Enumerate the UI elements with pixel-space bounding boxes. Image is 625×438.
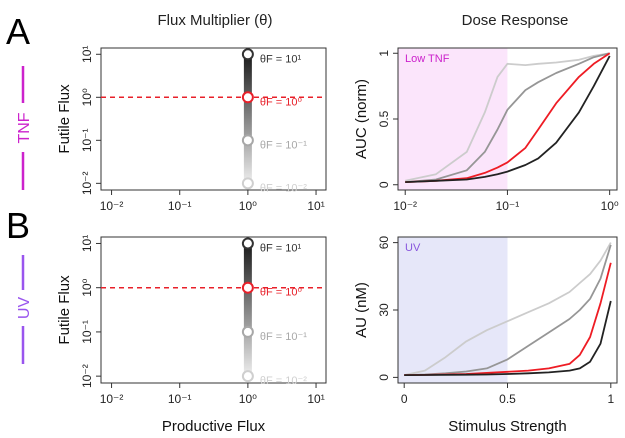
- point-label: θF = 10⁰: [260, 287, 303, 299]
- data-point: [241, 177, 254, 190]
- x-axis-label: Productive Flux: [162, 418, 266, 435]
- x-axis-label: Stimulus Strength: [448, 418, 566, 435]
- series-line-1: [404, 242, 612, 376]
- series-line-4: [405, 55, 611, 183]
- x-tick-label: 10⁻²: [100, 392, 124, 406]
- panel-b-flux: 10⁻² 10⁻¹ 10⁰ 10¹ 10⁻² 10⁻¹ 10⁰ 10¹ Futile Flux P…: [56, 235, 327, 435]
- point-label: θF = 10⁻¹: [260, 331, 307, 343]
- data-point: [241, 48, 254, 61]
- y-axis-label: AUC (norm): [353, 79, 370, 159]
- side-label-tnf: TNF: [16, 66, 33, 190]
- y-tick-label: 10⁰: [80, 88, 94, 106]
- y-tick-label: 30: [377, 303, 391, 317]
- data-point: [241, 325, 254, 338]
- point-label: θF = 10¹: [260, 53, 302, 65]
- series-line-2: [404, 244, 612, 376]
- gradient-column: [243, 243, 252, 377]
- data-point: [241, 281, 254, 294]
- y-tick-label: 0.5: [377, 110, 391, 127]
- x-tick-label: 10¹: [307, 199, 324, 213]
- panel-letter-b: B: [6, 205, 30, 246]
- y-tick-label: 60: [377, 236, 391, 250]
- y-axis-label: AU (nM): [353, 282, 370, 338]
- panel-b-dose: UV 0 0.5 1 0 30 60 AU (nM) Stimulus Strength: [353, 236, 618, 435]
- y-axis-label: Futile Flux: [56, 84, 73, 154]
- series-line-3: [405, 52, 611, 183]
- point-label: θF = 10⁻²: [260, 182, 307, 194]
- plot-frame: [100, 47, 327, 191]
- y-tick-label: 10⁻¹: [80, 320, 94, 344]
- series-line-1: [405, 52, 610, 182]
- side-label-tnf-text: TNF: [16, 112, 33, 143]
- point-label: θF = 10⁻²: [260, 375, 307, 387]
- y-tick-label: 10¹: [80, 46, 94, 63]
- x-tick-label: 0.5: [499, 392, 516, 406]
- point-label: θF = 10¹: [260, 242, 302, 254]
- shade-label: Low TNF: [405, 53, 450, 65]
- x-tick-label: 10⁻²: [100, 199, 124, 213]
- x-tick-label: 10⁻²: [393, 199, 417, 213]
- col-title-flux-multiplier: Flux Multiplier (θ): [157, 12, 272, 29]
- point-label: θF = 10⁰: [260, 96, 303, 108]
- y-tick-label: 0: [377, 374, 391, 381]
- y-tick-label: 10¹: [80, 235, 94, 252]
- panel-a-flux: 10⁻² 10⁻¹ 10⁰ 10¹ 10⁻² 10⁻¹ 10⁰ 10¹ Futile Flux θ…: [56, 46, 327, 213]
- series-line-2: [405, 52, 610, 183]
- x-tick-label: 10⁰: [239, 392, 257, 406]
- x-tick-label: 0: [401, 392, 408, 406]
- side-label-uv-text: UV: [16, 297, 33, 320]
- x-tick-label: 10¹: [307, 392, 324, 406]
- y-tick-label: 10⁻²: [80, 364, 94, 388]
- y-axis-label: Futile Flux: [56, 275, 73, 345]
- data-point: [241, 91, 254, 104]
- point-label: θF = 10⁻¹: [260, 139, 307, 151]
- y-tick-label: 10⁻²: [80, 171, 94, 195]
- side-label-uv: UV: [16, 255, 33, 364]
- gradient-column: [243, 54, 252, 184]
- y-tick-label: 10⁰: [80, 278, 94, 296]
- shade-region: [398, 48, 508, 190]
- y-tick-label: 1: [377, 50, 391, 57]
- panel-letter-a: A: [6, 11, 30, 52]
- y-tick-label: 0: [377, 181, 391, 188]
- y-tick-label: 10⁻¹: [80, 128, 94, 152]
- data-point: [241, 237, 254, 250]
- series-line-4: [404, 300, 612, 376]
- x-tick-label: 10⁻¹: [496, 199, 520, 213]
- x-tick-label: 10⁻¹: [168, 199, 192, 213]
- x-tick-label: 1: [607, 392, 614, 406]
- x-tick-label: 10⁻¹: [168, 392, 192, 406]
- x-tick-label: 10⁰: [239, 199, 257, 213]
- col-title-dose-response: Dose Response: [462, 12, 569, 29]
- data-point: [241, 134, 254, 147]
- x-tick-label: 10⁰: [601, 199, 619, 213]
- plot-frame: [100, 236, 327, 384]
- panel-a-dose: Low TNF 10⁻² 10⁻¹ 10⁰ 0 0.5 1 AUC (norm): [353, 47, 619, 213]
- shade-region: [398, 237, 508, 383]
- shade-label: UV: [405, 242, 421, 254]
- data-point: [241, 370, 254, 383]
